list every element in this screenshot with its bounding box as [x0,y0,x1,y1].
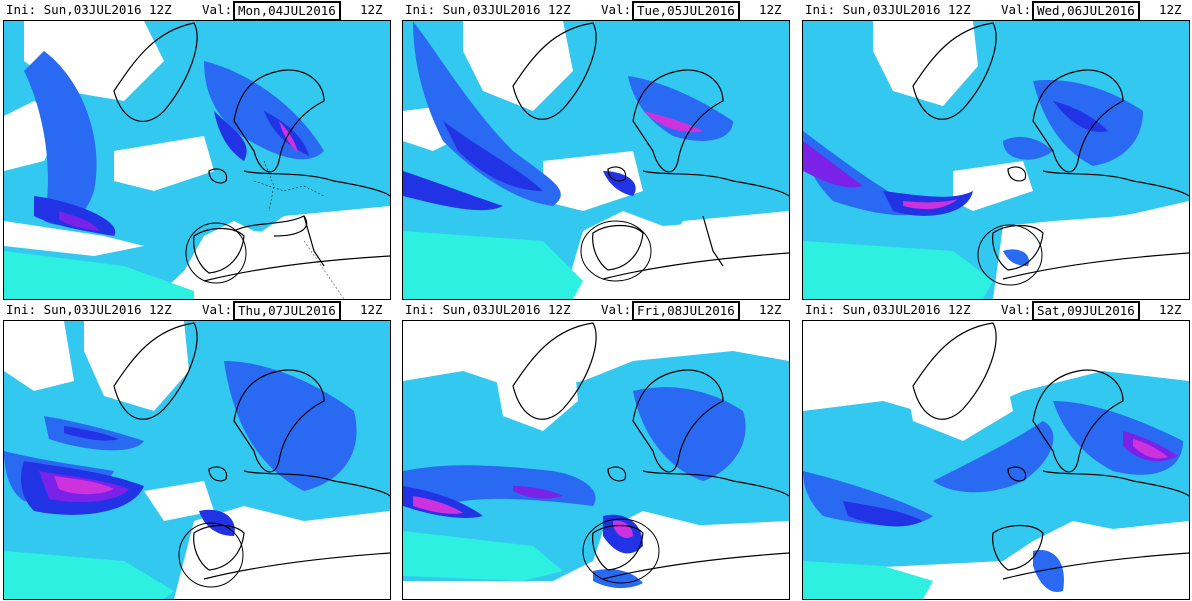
precip-field [803,366,1189,599]
valid-label: Val: [1001,302,1032,317]
init-time: Ini: Sun,03JUL2016 12Z [405,302,571,317]
panel-header: Ini: Sun,03JUL2016 12Z Val: Thu,07JUL201… [2,300,390,321]
forecast-panel-5: Ini: Sun,03JUL2016 12Z Val: Fri,08JUL201… [401,300,790,600]
panel-header: Ini: Sun,03JUL2016 12Z Val: Tue,05JUL201… [401,0,789,21]
precip-field [4,21,390,299]
coastline [912,322,1189,580]
coastline [113,22,390,282]
init-time: Ini: Sun,03JUL2016 12Z [405,2,571,17]
forecast-panel-4: Ini: Sun,03JUL2016 12Z Val: Thu,07JUL201… [2,300,391,600]
coastline [512,22,789,280]
coastline [512,322,789,580]
valid-label: Val: [1001,2,1032,17]
init-time: Ini: Sun,03JUL2016 12Z [805,2,971,17]
valid-date-box: Wed,06JUL2016 [1032,1,1140,21]
init-time: Ini: Sun,03JUL2016 12Z [6,2,172,17]
forecast-panel-2: Ini: Sun,03JUL2016 12Z Val: Tue,05JUL201… [401,0,790,300]
coastline [912,22,1189,280]
panel-header: Ini: Sun,03JUL2016 12Z Val: Wed,06JUL201… [801,0,1189,21]
precipitation-map [3,20,391,300]
valid-date-box: Fri,08JUL2016 [632,301,740,321]
valid-hour: 12Z [1159,302,1182,317]
precipitation-map [802,20,1190,300]
valid-label: Val: [202,2,233,17]
precipitation-map [402,20,790,300]
precipitation-map [3,320,391,600]
iberia-highlight-circle [580,220,652,282]
coastline [113,322,390,580]
precipitation-map [402,320,790,600]
valid-hour: 12Z [360,2,383,17]
valid-label: Val: [601,302,632,317]
valid-hour: 12Z [759,302,782,317]
valid-label: Val: [202,302,233,317]
valid-date-box: Mon,04JUL2016 [233,1,341,21]
forecast-panel-6: Ini: Sun,03JUL2016 12Z Val: Sat,09JUL201… [801,300,1190,600]
valid-hour: 12Z [360,302,383,317]
iberia-highlight-circle [977,224,1043,286]
precip-field [403,21,789,299]
valid-date-box: Thu,07JUL2016 [233,301,341,321]
init-time: Ini: Sun,03JUL2016 12Z [6,302,172,317]
valid-hour: 12Z [759,2,782,17]
precipitation-map [802,320,1190,600]
panel-header: Ini: Sun,03JUL2016 12Z Val: Sat,09JUL201… [801,300,1189,321]
valid-date-box: Sat,09JUL2016 [1032,301,1140,321]
precip-field [4,321,390,599]
valid-date-box: Tue,05JUL2016 [632,1,740,21]
init-time: Ini: Sun,03JUL2016 12Z [805,302,971,317]
iberia-highlight-circle [582,518,660,584]
borders [253,160,345,299]
iberia-highlight-circle [185,222,247,284]
precip-field [403,351,789,599]
iberia-highlight-circle [178,522,244,588]
valid-hour: 12Z [1159,2,1182,17]
forecast-panel-3: Ini: Sun,03JUL2016 12Z Val: Wed,06JUL201… [801,0,1190,300]
precip-field [803,21,1189,299]
panel-header: Ini: Sun,03JUL2016 12Z Val: Fri,08JUL201… [401,300,789,321]
forecast-panel-1: Ini: Sun,03JUL2016 12Z Val: Mon,04JUL201… [2,0,391,300]
valid-label: Val: [601,2,632,17]
panel-header: Ini: Sun,03JUL2016 12Z Val: Mon,04JUL201… [2,0,390,21]
